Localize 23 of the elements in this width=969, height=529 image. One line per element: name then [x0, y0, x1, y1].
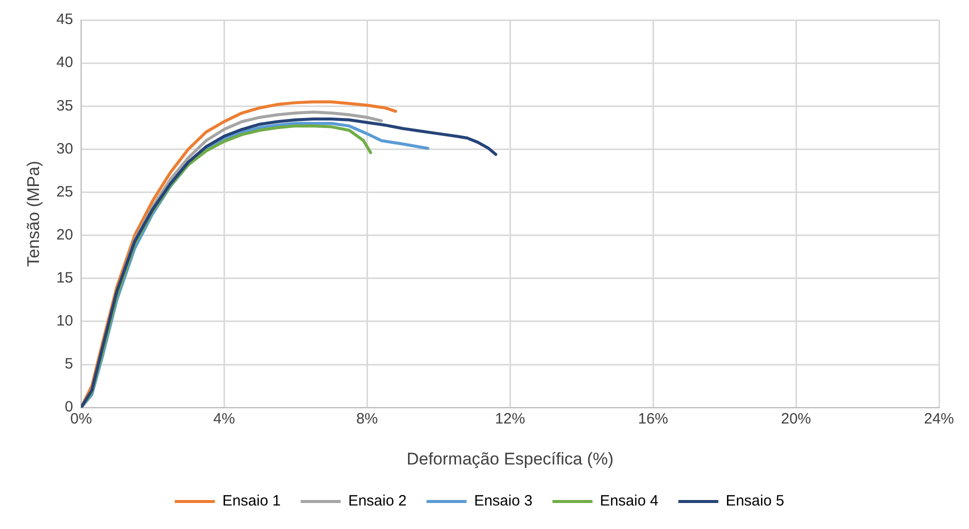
- y-tick-label: 30: [56, 140, 74, 158]
- legend-label: Ensaio 3: [474, 492, 532, 510]
- legend-label: Ensaio 1: [222, 492, 281, 510]
- legend-label: Ensaio 4: [600, 492, 658, 510]
- x-tick-label: 12%: [495, 410, 526, 428]
- y-tick-label: 35: [56, 97, 74, 114]
- y-tick-label: 20: [56, 226, 74, 244]
- y-tick-label: 15: [56, 270, 74, 287]
- legend-label: Ensaio 5: [726, 492, 784, 510]
- x-tick-label: 24%: [924, 410, 954, 428]
- y-tick-label: 40: [56, 54, 74, 72]
- y-tick-label: 25: [56, 183, 74, 200]
- y-axis-title: Tensão (MPa): [24, 160, 43, 267]
- x-tick-label: 20%: [781, 410, 812, 428]
- legend-label: Ensaio 2: [348, 492, 407, 510]
- x-tick-label: 0%: [70, 410, 92, 428]
- y-tick-label: 10: [56, 312, 74, 330]
- y-tick-label: 5: [64, 356, 74, 373]
- x-tick-label: 4%: [213, 410, 235, 428]
- x-tick-label: 16%: [638, 410, 668, 428]
- x-tick-label: 8%: [356, 410, 378, 428]
- x-axis-title: Deformação Específica (%): [406, 449, 614, 468]
- y-tick-label: 45: [56, 11, 74, 28]
